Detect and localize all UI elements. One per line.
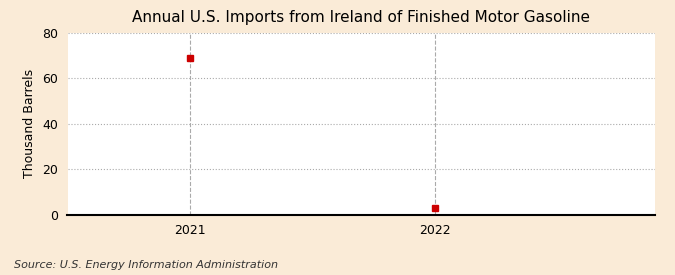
Title: Annual U.S. Imports from Ireland of Finished Motor Gasoline: Annual U.S. Imports from Ireland of Fini… bbox=[132, 10, 590, 25]
Text: Source: U.S. Energy Information Administration: Source: U.S. Energy Information Administ… bbox=[14, 260, 277, 270]
Y-axis label: Thousand Barrels: Thousand Barrels bbox=[23, 69, 36, 178]
